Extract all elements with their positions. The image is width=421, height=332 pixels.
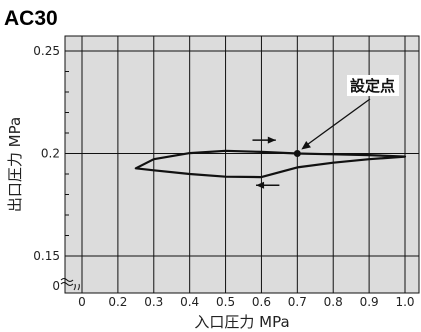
x-tick-label: 0.5 xyxy=(216,295,235,309)
set-point-marker xyxy=(293,150,301,157)
x-tick-label: 0 xyxy=(78,295,86,309)
x-tick-labels: 0 0.2 0.3 0.4 0.5 0.6 0.7 0.8 0.9 1.0 xyxy=(78,295,414,309)
set-point-label: 設定点 xyxy=(350,77,395,95)
axis-break-mark xyxy=(60,278,80,291)
x-tick-label: 0.8 xyxy=(324,295,343,309)
model-title: AC30 xyxy=(4,7,58,30)
x-tick-label: 1.0 xyxy=(395,295,414,309)
x-tick-label: 0.7 xyxy=(288,295,307,309)
x-tick-label: 0.4 xyxy=(180,295,199,309)
y-tick-labels: 0.25 0.2 0.15 0 xyxy=(33,44,60,293)
x-tick-label: 0.9 xyxy=(360,295,379,309)
annotation-label-background xyxy=(347,75,399,96)
x-tick-label: 0.3 xyxy=(144,295,163,309)
annotation-arrowhead xyxy=(301,140,311,150)
set-point-annotation: 設定点 xyxy=(301,75,399,150)
y-tick-label: 0.15 xyxy=(33,249,60,263)
increasing-arrow-head xyxy=(267,136,276,144)
x-axis-break xyxy=(73,283,80,291)
y-axis-title: 出口圧力 MPa xyxy=(6,117,24,212)
plot-area: 0 0.2 0.3 0.4 0.5 0.6 0.7 0.8 0.9 1.0 0.25 0.2 0.15… xyxy=(33,35,420,309)
y-tick-label: 0.2 xyxy=(41,147,60,161)
y-axis-break xyxy=(60,278,74,286)
hysteresis-curve xyxy=(134,149,407,179)
x-tick-label: 0.6 xyxy=(252,295,271,309)
x-tick-label: 0.2 xyxy=(108,295,127,309)
decreasing-arrow-head xyxy=(256,181,265,189)
x-axis-title: 入口圧力 MPa xyxy=(194,313,289,331)
direction-arrows xyxy=(252,136,280,189)
annotation-leader-line xyxy=(302,98,371,149)
y-tick-label: 0.25 xyxy=(33,44,60,58)
y-tick-label: 0 xyxy=(52,279,60,293)
